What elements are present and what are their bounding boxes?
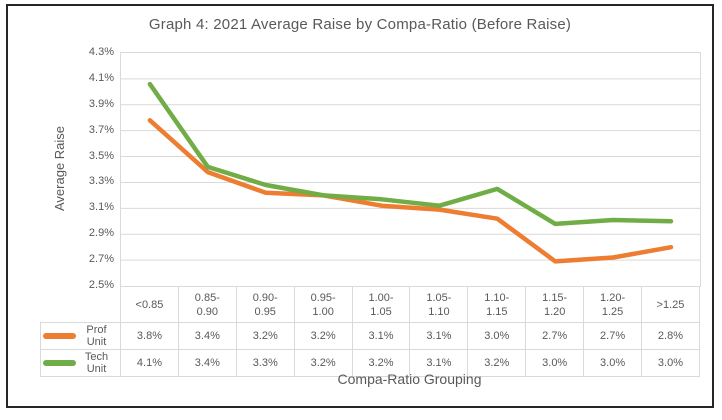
category-label: 0.95- 1.00: [293, 286, 353, 323]
series-line-tech-unit: [147, 81, 674, 227]
table-value: 3.0%: [641, 349, 700, 377]
y-axis-tick: 3.1%: [88, 201, 114, 214]
table-value: 2.7%: [583, 322, 643, 350]
table-value: 3.2%: [467, 349, 527, 377]
y-axis-tick: 3.7%: [88, 123, 114, 136]
category-label: 0.85- 0.90: [177, 286, 237, 323]
y-axis-tick: 3.5%: [88, 149, 114, 162]
table-corner-spacer: [41, 287, 121, 323]
y-axis-tick-labels: 4.3% 4.1% 3.9% 3.7% 3.5% 3.3% 3.1% 2.9% …: [38, 45, 114, 292]
table-value: 4.1%: [120, 349, 179, 377]
plot-area: [120, 52, 701, 287]
y-axis-title: Average Raise: [52, 125, 67, 212]
table-value: 3.2%: [293, 349, 353, 377]
category-label: 1.05- 1.10: [409, 286, 469, 323]
y-axis-tick: 3.3%: [88, 175, 114, 188]
table-value: 2.7%: [525, 322, 585, 350]
category-label: 1.20- 1.25: [583, 286, 643, 323]
table-value: 3.2%: [293, 322, 353, 350]
category-label: 1.10- 1.15: [467, 286, 527, 323]
table-value: 3.2%: [235, 322, 295, 350]
category-label: 1.00- 1.05: [351, 286, 411, 323]
table-value: 3.1%: [409, 322, 469, 350]
category-label: 0.90- 0.95: [235, 286, 295, 323]
prof-unit-line-swatch-icon: [43, 333, 76, 339]
table-value: 3.0%: [583, 349, 643, 377]
y-axis-tick: 3.9%: [88, 97, 114, 110]
legend-item-tech-unit: Tech Unit: [40, 349, 121, 377]
chart-frame: Graph 4: 2021 Average Raise by Compa-Rat…: [6, 4, 714, 408]
series-line-prof-unit: [147, 118, 674, 264]
line-chart: [121, 78, 700, 264]
y-axis-tick: 2.9%: [88, 227, 114, 240]
table-value: 3.1%: [409, 349, 469, 377]
table-value: 3.8%: [120, 322, 179, 350]
category-label: <0.85: [120, 286, 179, 323]
x-axis-title: Compa-Ratio Grouping: [337, 371, 482, 387]
tech-unit-line-swatch-icon: [43, 360, 76, 366]
chart-data-table: <0.85 0.85- 0.90 0.90- 0.95 0.95- 1.00 1…: [40, 286, 700, 377]
table-value: 2.8%: [641, 322, 700, 350]
legend-item-prof-unit: Prof Unit: [40, 322, 121, 350]
category-label: >1.25: [641, 286, 700, 323]
y-axis-tick: 4.1%: [88, 71, 114, 84]
y-axis-tick: 4.3%: [88, 46, 114, 58]
table-value: 3.3%: [235, 349, 295, 377]
legend-label: Tech Unit: [84, 351, 109, 375]
table-value: 3.2%: [351, 349, 411, 377]
y-axis-tick: 2.7%: [88, 253, 114, 265]
chart-title: Graph 4: 2021 Average Raise by Compa-Rat…: [148, 16, 572, 33]
category-label: 1.15- 1.20: [525, 286, 585, 323]
series-row-tech-unit: Tech Unit 4.1% 3.4% 3.3% 3.2% 3.2% 3.1% …: [40, 349, 700, 377]
category-header-row: <0.85 0.85- 0.90 0.90- 0.95 0.95- 1.00 1…: [41, 286, 700, 323]
series-row-prof-unit: Prof Unit 3.8% 3.4% 3.2% 3.2% 3.1% 3.1% …: [40, 322, 700, 350]
table-value: 3.1%: [351, 322, 411, 350]
table-value: 3.4%: [177, 322, 237, 350]
legend-label: Prof Unit: [86, 324, 107, 348]
table-value: 3.0%: [467, 322, 527, 350]
table-value: 3.4%: [177, 349, 237, 377]
y-axis-tick: 2.5%: [88, 278, 114, 291]
